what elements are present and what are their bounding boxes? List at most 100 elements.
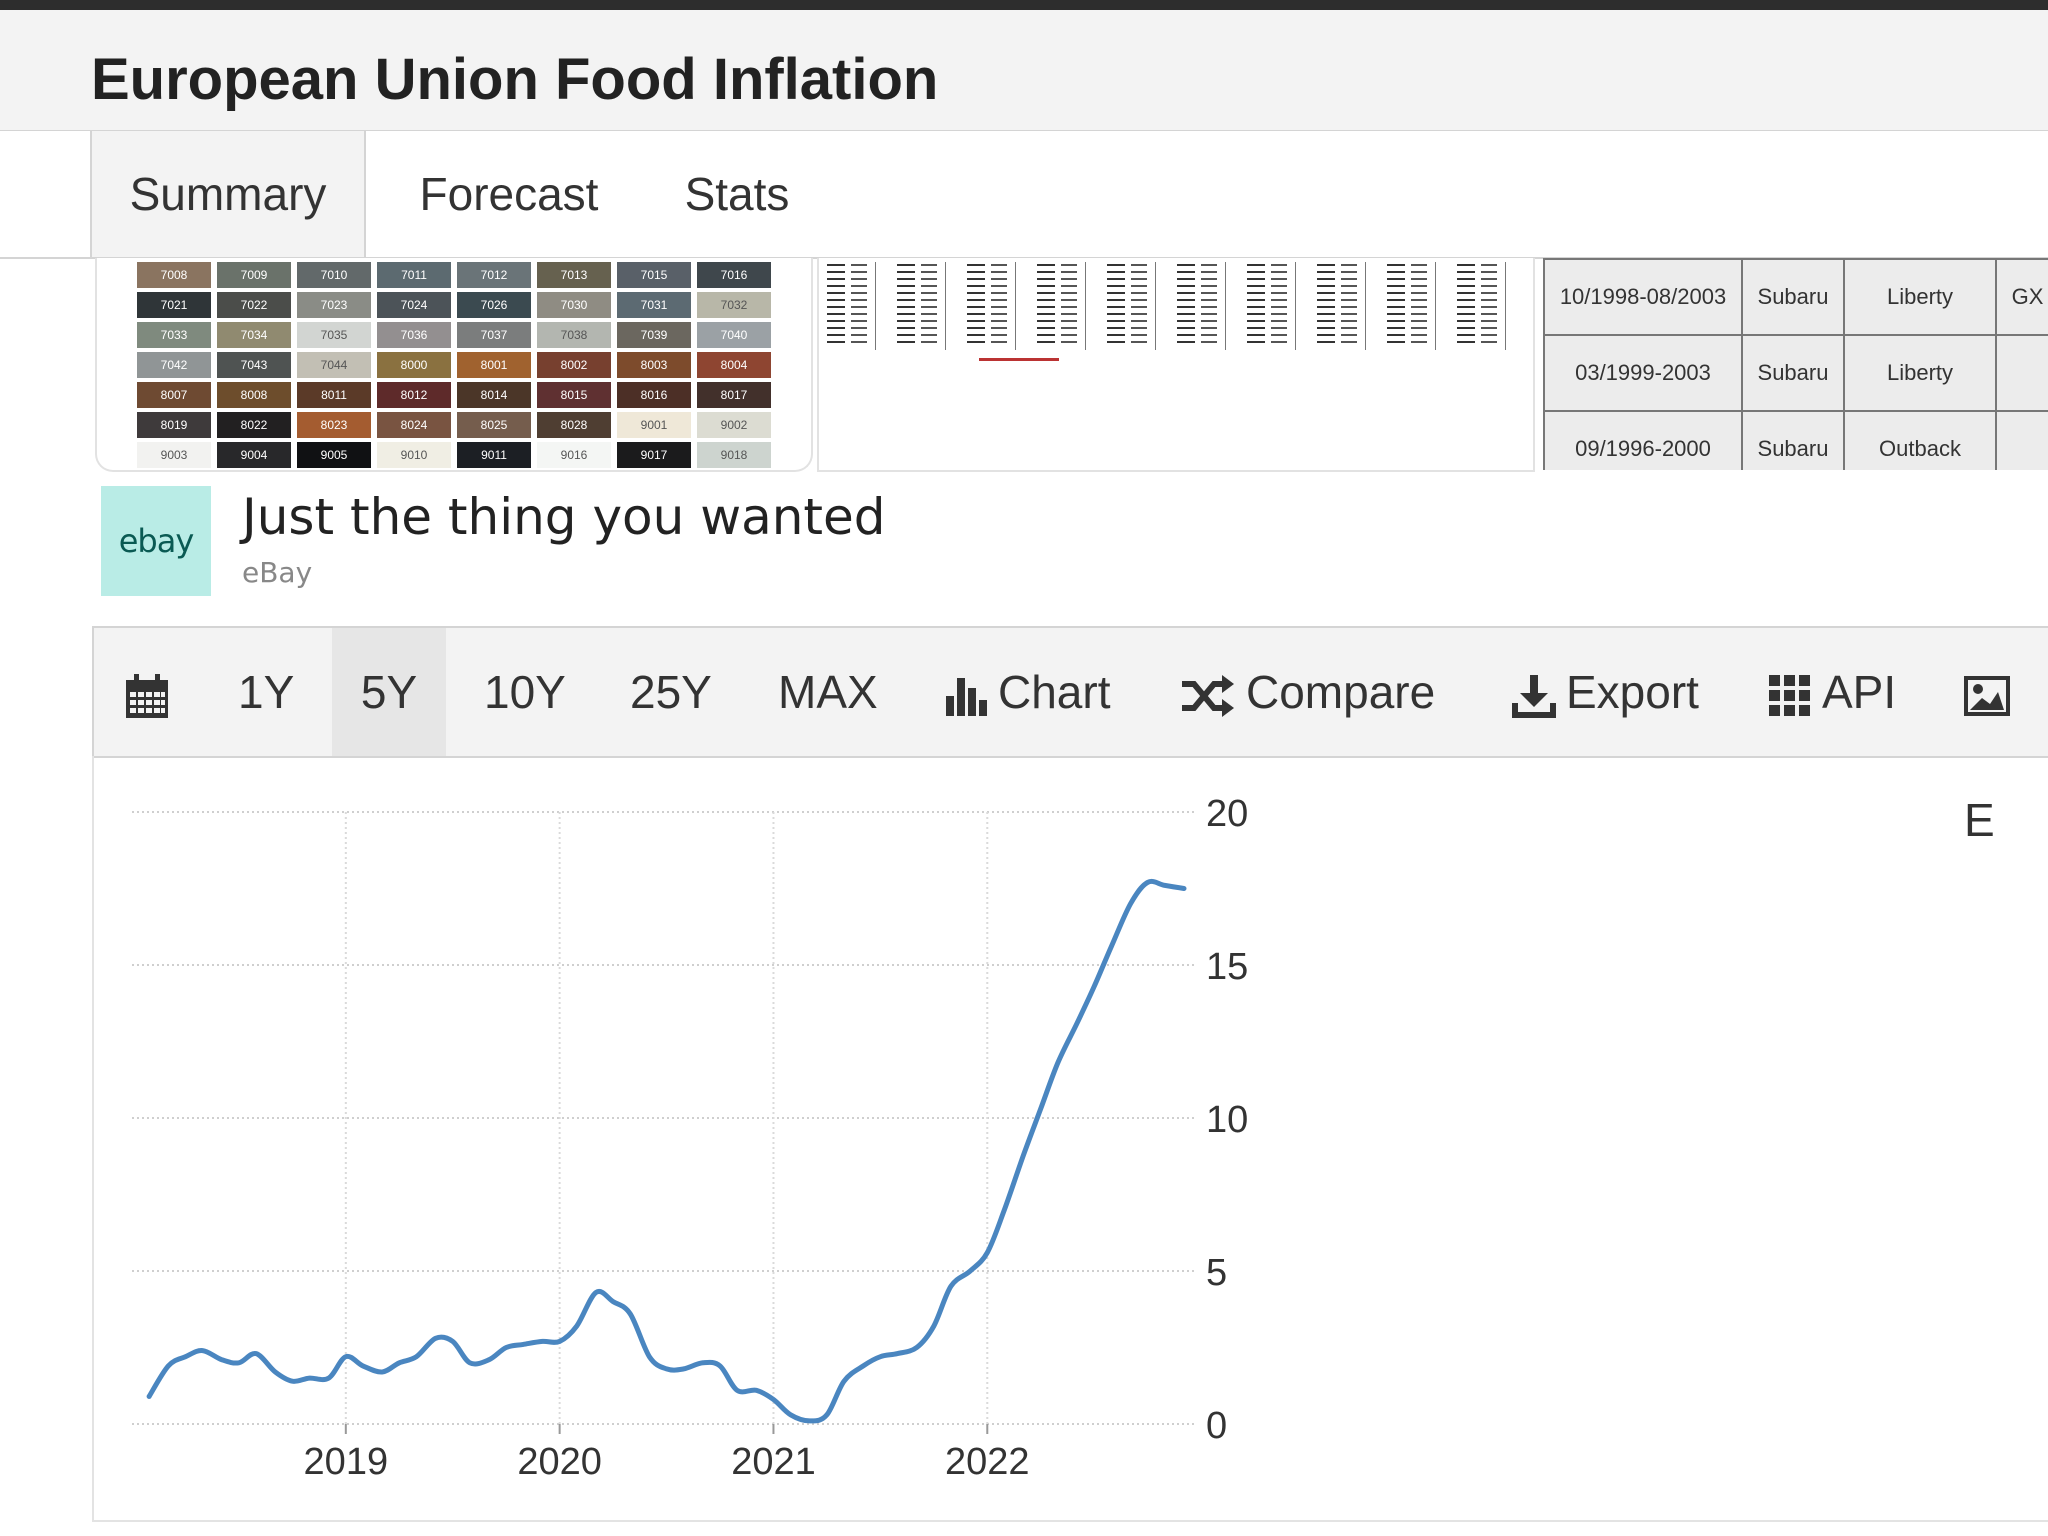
color-swatch: 7036 — [377, 322, 451, 348]
stats-text-line — [1271, 313, 1287, 315]
stats-text-line — [1481, 306, 1497, 308]
stats-text-line — [827, 320, 845, 322]
stats-text-line — [1037, 299, 1055, 301]
stats-text-line — [1177, 334, 1195, 336]
stats-text-line — [827, 278, 845, 280]
stats-text-line — [827, 285, 845, 287]
stats-text-line — [1061, 278, 1077, 280]
stats-text-line — [1271, 299, 1287, 301]
stats-text-line — [1317, 285, 1335, 287]
stats-text-line — [1387, 271, 1405, 273]
x-tick-label: 2020 — [517, 1441, 602, 1483]
stats-text-line — [967, 285, 985, 287]
ad-headline[interactable]: Just the thing you wanted — [242, 488, 886, 546]
ad-image-color-chart[interactable]: 7008 7009 7010 7011 7012 7013 7015 7016 7021 7022… — [95, 258, 813, 472]
color-swatch: 8023 — [297, 412, 371, 438]
stats-text-line — [1411, 320, 1427, 322]
stats-text-line — [921, 292, 937, 294]
calendar-icon — [126, 673, 168, 718]
stats-text-line — [827, 292, 845, 294]
export-button[interactable]: Export — [1512, 628, 1699, 756]
color-swatch: 9018 — [697, 442, 771, 468]
stats-text-line — [1177, 285, 1195, 287]
range-1y-button[interactable]: 1Y — [238, 666, 295, 718]
color-swatch: 9010 — [377, 442, 451, 468]
range-25y-button[interactable]: 25Y — [630, 666, 712, 718]
stats-text-line — [827, 271, 845, 273]
stats-text-line — [1457, 299, 1475, 301]
stats-text-line — [1247, 341, 1265, 343]
table-cell — [1995, 410, 2048, 470]
stats-text-line — [1387, 327, 1405, 329]
stats-text-line — [1317, 306, 1335, 308]
ad-image-stats-sheet[interactable] — [817, 258, 1535, 472]
embed-button[interactable]: E — [1964, 628, 2048, 846]
stats-text-line — [1247, 306, 1265, 308]
stats-text-line — [921, 285, 937, 287]
stats-text-line — [1201, 292, 1217, 294]
stats-text-line — [1061, 299, 1077, 301]
tab-forecast[interactable]: Forecast — [419, 168, 599, 220]
tab-stats[interactable]: Stats — [684, 168, 790, 220]
stats-text-line — [1317, 313, 1335, 315]
tab-bar: Summary Forecast Stats — [0, 131, 2048, 259]
tab-summary[interactable]: Summary — [90, 131, 366, 257]
range-10y-button[interactable]: 10Y — [484, 666, 566, 718]
stats-text-line — [1341, 313, 1357, 315]
ad-logo[interactable]: ebay — [101, 486, 211, 596]
stats-text-line — [1247, 264, 1265, 266]
chart-area[interactable]: 0 5 10 15 20 2019 2020 2021 2022 — [92, 756, 2048, 1522]
color-swatch: 7010 — [297, 262, 371, 288]
stats-text-line — [1387, 313, 1405, 315]
api-button[interactable]: API — [1768, 628, 1896, 756]
color-swatch: 7013 — [537, 262, 611, 288]
stats-text-line — [1131, 341, 1147, 343]
color-swatch-grid: 7008 7009 7010 7011 7012 7013 7015 7016 7021 7022… — [97, 258, 811, 468]
stats-text-line — [1341, 271, 1357, 273]
stats-text-line — [1457, 313, 1475, 315]
stats-text-line — [1247, 327, 1265, 329]
range-5y-button[interactable]: 5Y — [332, 628, 446, 756]
top-bar — [0, 0, 2048, 10]
stats-text-line — [1201, 271, 1217, 273]
stats-text-line — [921, 313, 937, 315]
stats-text-line — [1061, 313, 1077, 315]
calendar-button[interactable] — [124, 628, 176, 756]
export-label: Export — [1566, 666, 1699, 718]
stats-text-line — [1387, 306, 1405, 308]
stats-text-line — [1131, 292, 1147, 294]
table-cell: Subaru — [1741, 258, 1845, 336]
stats-text-line — [1107, 271, 1125, 273]
stats-text-line — [1481, 264, 1497, 266]
range-max-button[interactable]: MAX — [778, 666, 878, 718]
stats-text-line — [1411, 327, 1427, 329]
chart-type-button[interactable]: Chart — [944, 628, 1110, 756]
inflation-line-chart[interactable]: 0 5 10 15 20 2019 2020 2021 2022 — [94, 756, 2048, 1520]
stats-text-line — [1457, 320, 1475, 322]
color-swatch: 8016 — [617, 382, 691, 408]
stats-text-line — [967, 264, 985, 266]
stats-text-line — [1201, 299, 1217, 301]
stats-divider — [1085, 262, 1086, 350]
color-swatch: 7016 — [697, 262, 771, 288]
table-cell: 09/1996-2000 — [1543, 410, 1743, 470]
compare-button[interactable]: Compare — [1180, 628, 1435, 756]
stats-text-line — [1061, 285, 1077, 287]
embed-label: E — [1964, 794, 1995, 846]
stats-text-line — [1411, 278, 1427, 280]
stats-text-line — [1271, 334, 1287, 336]
x-tick-label: 2021 — [731, 1441, 816, 1483]
stats-text-line — [1037, 271, 1055, 273]
stats-text-line — [1061, 264, 1077, 266]
color-swatch: 7026 — [457, 292, 531, 318]
stats-text-line — [1457, 306, 1475, 308]
stats-text-line — [921, 327, 937, 329]
chart-type-label: Chart — [998, 666, 1111, 718]
stats-text-line — [1341, 341, 1357, 343]
stats-text-line — [1271, 271, 1287, 273]
ad-carousel[interactable]: 7008 7009 7010 7011 7012 7013 7015 7016 7021 7022… — [95, 258, 2048, 474]
stats-text-line — [1411, 306, 1427, 308]
